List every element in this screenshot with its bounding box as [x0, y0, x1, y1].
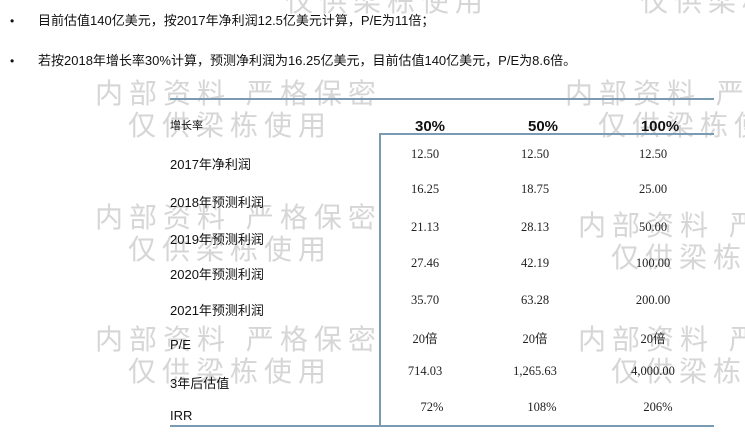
table-cell: 72% — [420, 400, 444, 414]
watermark-line2: 仅供梁栋使用 — [640, 0, 745, 18]
watermark-line1: 内部资料 严格保密 — [95, 201, 382, 234]
table-cell: 16.25 — [410, 182, 440, 196]
table-cell: 714.03 — [407, 364, 443, 378]
bullet-item: • 目前估值140亿美元，按2017年净利润12.5亿美元计算，P/E为11倍； — [10, 10, 434, 29]
row-label: 2019年预测利润 — [170, 232, 264, 247]
table-top-rule — [170, 98, 714, 100]
watermark-line2: 仅供梁栋使用 — [611, 355, 745, 388]
header-underline — [380, 133, 714, 135]
bullet-dot-icon: • — [10, 14, 15, 28]
column-header-100: 100% — [640, 118, 680, 135]
row-label: 2021年预测利润 — [170, 303, 264, 318]
table-bottom-rule — [170, 425, 714, 427]
table-cell: 108% — [527, 400, 557, 414]
row-label: 2017年净利润 — [170, 157, 251, 172]
table-cell: 12.50 — [638, 147, 668, 161]
watermark-line1: 内部资料 严格保密 — [95, 323, 382, 356]
table-cell: 20倍 — [412, 332, 438, 346]
table-cell: 20倍 — [522, 332, 548, 346]
bullet-text: 目前估值140亿美元，按2017年净利润12.5亿美元计算，P/E为11倍； — [38, 13, 435, 28]
column-header-50: 50% — [527, 118, 559, 135]
watermark-line2: 仅供梁栋使用 — [611, 241, 745, 274]
row-label: 3年后估值 — [170, 376, 230, 391]
bullet-dot-icon: • — [10, 54, 15, 68]
bullet-text: 若按2018年增长率30%计算，预测净利润为16.25亿美元，目前估值140亿美… — [38, 53, 577, 68]
row-label: 2020年预测利润 — [170, 267, 264, 282]
table-cell: 42.19 — [520, 256, 550, 270]
watermark-line1: 内部资料 严格保密 — [95, 77, 382, 110]
growth-rate-label: 增长率 — [170, 119, 203, 132]
watermark-line1: 内部资料 严格保密 — [578, 323, 745, 356]
table-cell: 12.50 — [410, 147, 440, 161]
row-label: P/E — [170, 337, 191, 352]
watermark-line1: 内部资料 严格保密 — [578, 209, 745, 242]
table-cell: 1,265.63 — [513, 364, 557, 378]
table-cell: 20倍 — [640, 332, 666, 346]
table-cell: 206% — [643, 400, 673, 414]
table-cell: 63.28 — [520, 293, 550, 307]
watermark-line2: 仅供梁栋使用 — [128, 355, 333, 388]
table-cell: 27.46 — [410, 256, 440, 270]
watermark-line1: 内部资料 严格保密 — [565, 77, 745, 110]
table-cell: 100.00 — [635, 256, 671, 270]
bullet-item: • 若按2018年增长率30%计算，预测净利润为16.25亿美元，目前估值140亿… — [10, 50, 576, 69]
row-label: IRR — [170, 408, 193, 423]
watermark-line2: 仅供梁栋使用 — [128, 233, 333, 266]
table-cell: 21.13 — [410, 220, 440, 234]
table-cell: 18.75 — [520, 182, 550, 196]
table-cell: 200.00 — [635, 293, 671, 307]
row-label: 2018年预测利润 — [170, 195, 264, 210]
column-header-30: 30% — [414, 118, 446, 135]
table-cell: 50.00 — [638, 220, 668, 234]
table-divider — [379, 133, 381, 426]
table-cell: 4,000.00 — [631, 364, 675, 378]
table-cell: 12.50 — [520, 147, 550, 161]
table-cell: 35.70 — [410, 293, 440, 307]
watermark-line2: 仅供梁栋使用 — [128, 109, 333, 142]
watermark-line2: 仅供梁栋使用 — [598, 109, 745, 142]
table-cell: 25.00 — [638, 182, 668, 196]
watermark-line2: 仅供梁栋使用 — [285, 0, 490, 18]
table-cell: 28.13 — [520, 220, 550, 234]
